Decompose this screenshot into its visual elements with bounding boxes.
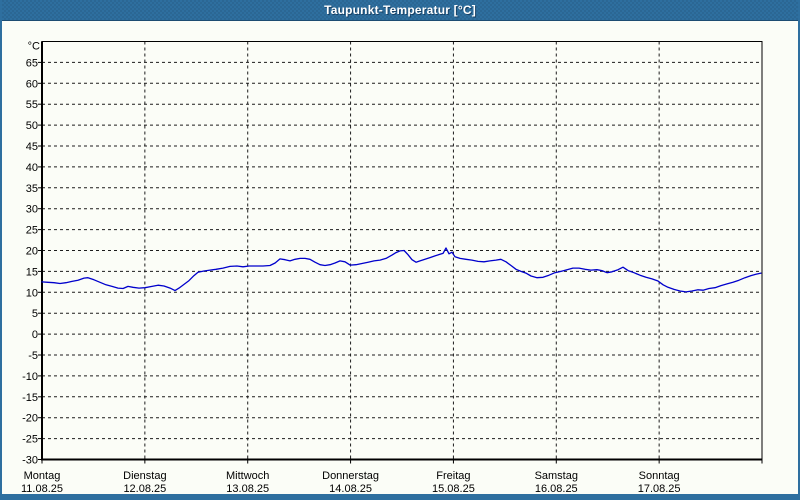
x-day-label: Sonntag — [639, 470, 680, 482]
y-tick-label: 25 — [26, 225, 38, 237]
y-tick-label: 10 — [26, 287, 38, 299]
window-titlebar[interactable]: Taupunkt-Temperatur [°C] — [2, 0, 798, 21]
x-date-label: 14.08.25 — [329, 483, 372, 494]
y-tick-label: 40 — [26, 162, 38, 174]
y-tick-label: 35 — [26, 183, 38, 195]
y-unit-label: °C — [28, 41, 40, 53]
chart-area: 65 60 55 50 45 40 35 30 25 20 15 10 5 0 -5 -10 -15 -20 -25… — [2, 20, 798, 494]
y-tick-label: 5 — [32, 308, 38, 320]
x-date-label: 15.08.25 — [432, 483, 475, 494]
y-tick-label: 55 — [26, 99, 38, 111]
x-day-label: Donnerstag — [322, 470, 379, 482]
window-title: Taupunkt-Temperatur [°C] — [324, 3, 476, 17]
y-tick-label: -20 — [22, 413, 38, 425]
y-tick-label: -5 — [28, 350, 38, 362]
x-day-label: Samstag — [535, 470, 578, 482]
y-tick-label: 65 — [26, 57, 38, 69]
y-tick-label: 50 — [26, 120, 38, 132]
y-tick-label: 0 — [32, 329, 38, 341]
x-date-label: 16.08.25 — [535, 483, 578, 494]
y-tick-label: -30 — [22, 455, 38, 467]
y-tick-label: 15 — [26, 266, 38, 278]
x-date-label: 17.08.25 — [638, 483, 681, 494]
x-date-label: 13.08.25 — [226, 483, 269, 494]
dewpoint-chart-svg: 65605550454035302520151050-5-10-15-20-25… — [21, 41, 763, 494]
x-day-label: Montag — [24, 470, 61, 482]
x-date-label: 12.08.25 — [123, 483, 166, 494]
x-day-label: Dienstag — [123, 470, 166, 482]
y-tick-label: 60 — [26, 78, 38, 90]
y-tick-label: -25 — [22, 434, 38, 446]
x-day-label: Freitag — [436, 470, 470, 482]
y-tick-label: 30 — [26, 204, 38, 216]
dewpoint-line — [41, 247, 762, 293]
x-day-label: Mittwoch — [226, 470, 269, 482]
x-date-label: 11.08.25 — [21, 483, 63, 494]
y-tick-label: 20 — [26, 246, 38, 258]
y-tick-label: -10 — [22, 371, 38, 383]
y-tick-label: 45 — [26, 141, 38, 153]
y-tick-label: -15 — [22, 392, 38, 404]
